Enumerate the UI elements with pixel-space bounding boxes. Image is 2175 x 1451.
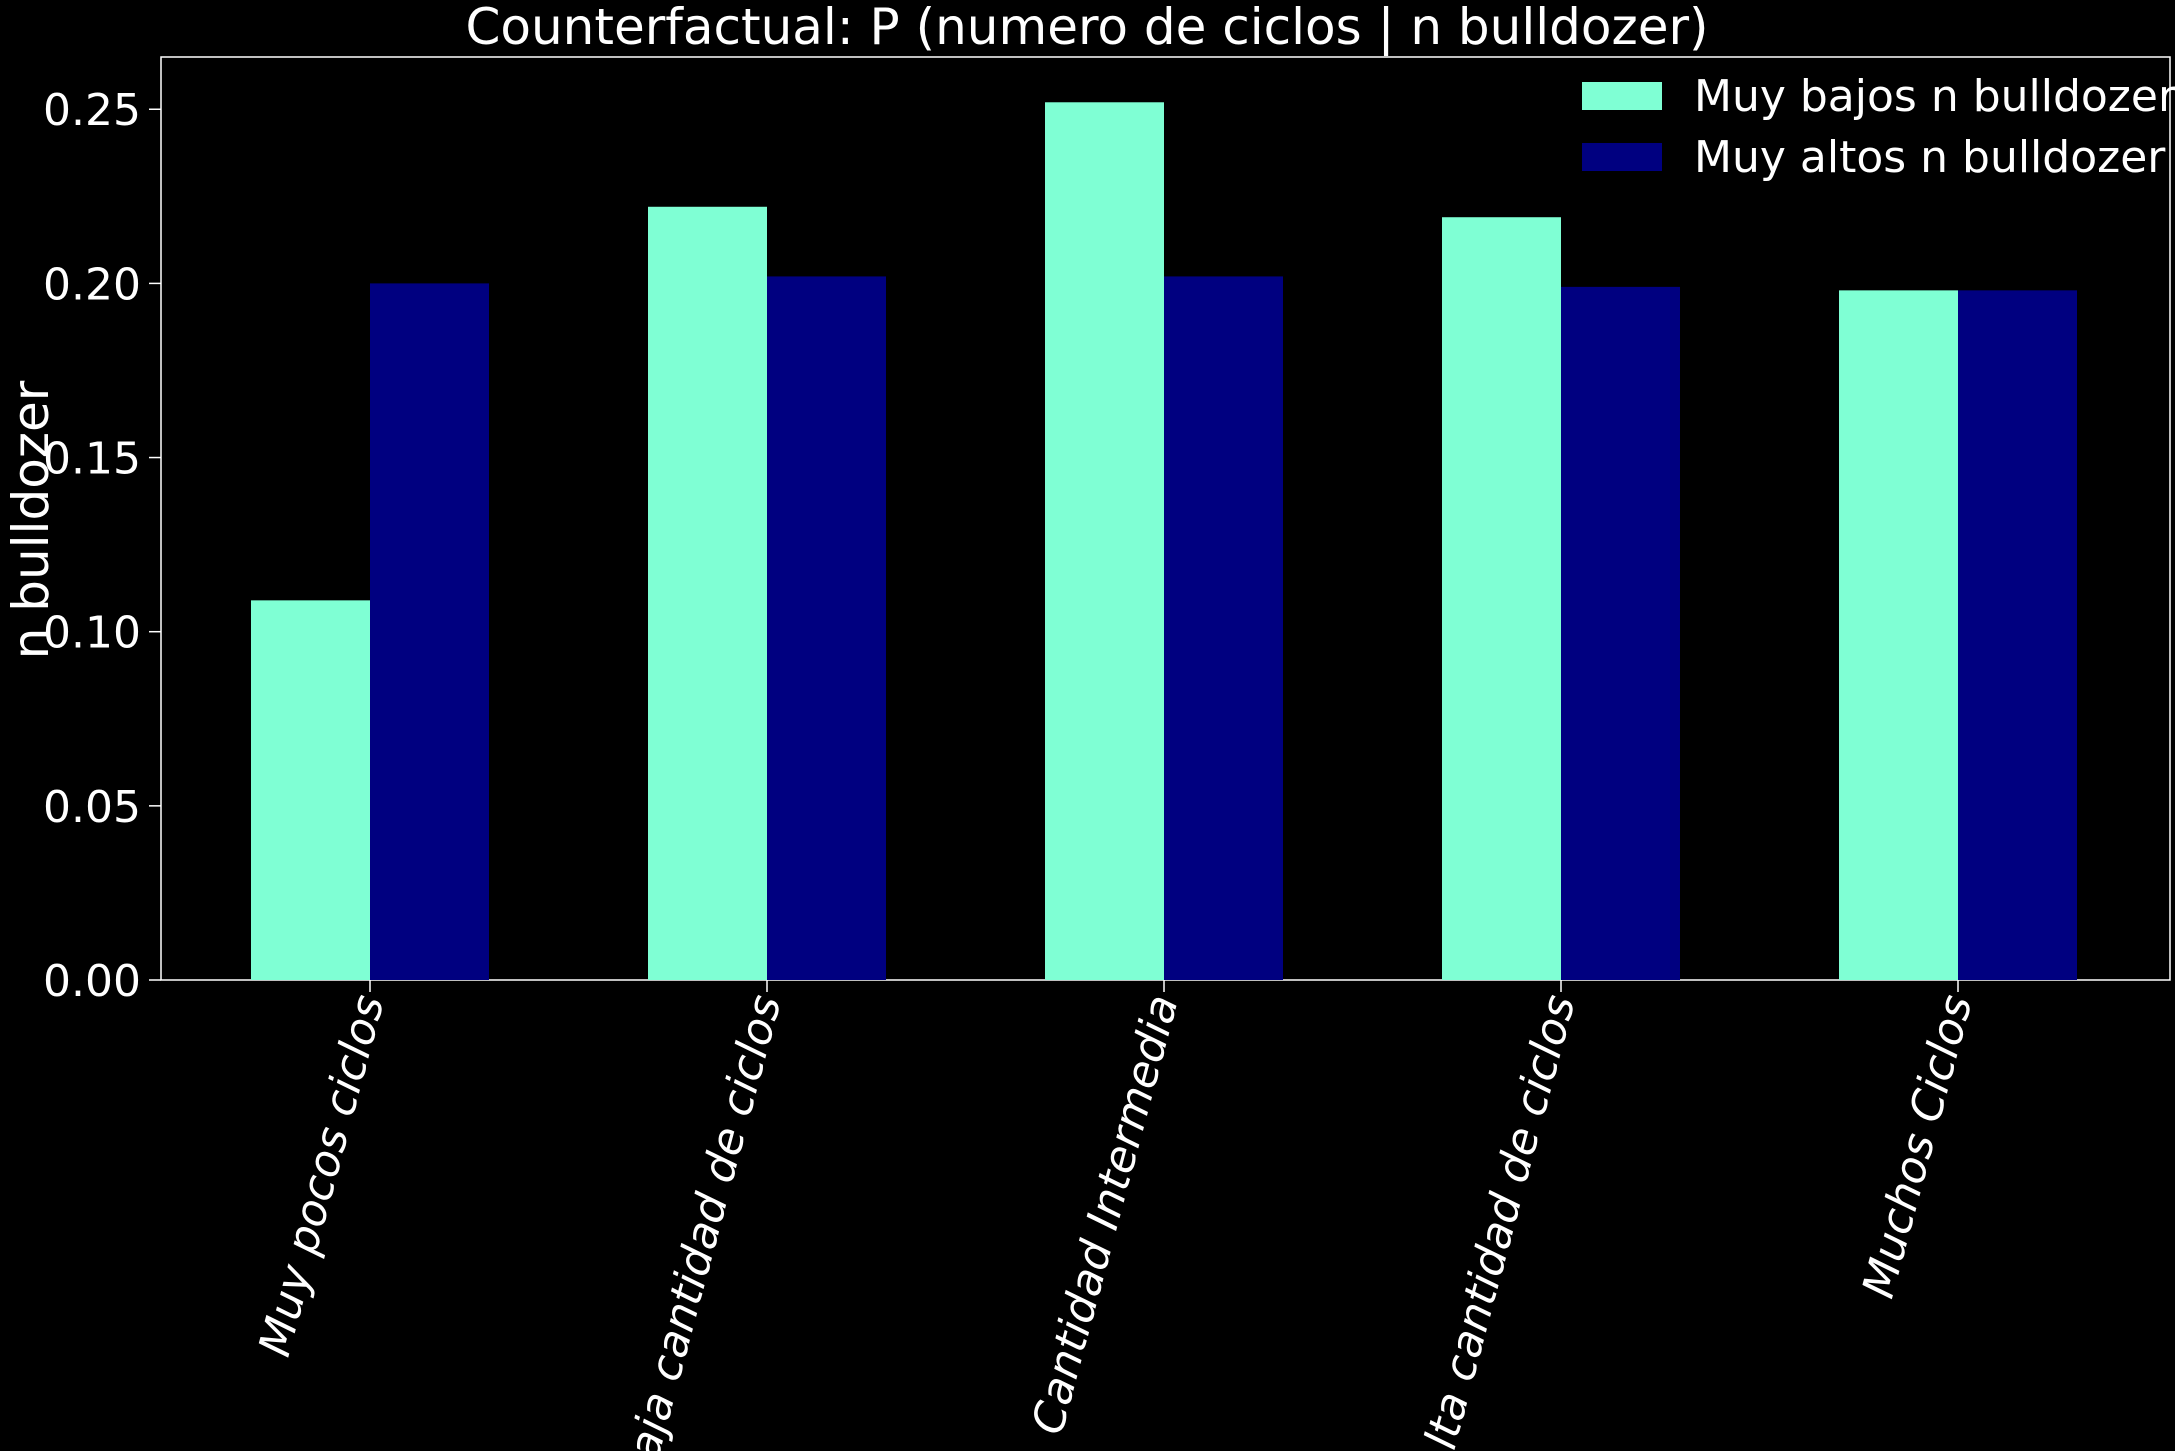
- x-tick-label: Muchos Ciclos: [1853, 990, 1983, 1304]
- y-tick-label: 0.05: [43, 782, 141, 833]
- y-tick-label: 0.25: [43, 85, 141, 136]
- x-tick-label: Muy pocos ciclos: [249, 990, 394, 1362]
- bar-series-1-category-2: [648, 206, 767, 981]
- y-tick-label: 0.15: [43, 434, 141, 485]
- y-axis-label: n bulldozer: [2, 380, 60, 659]
- bar-series-2-category-1: [370, 283, 489, 980]
- x-tick-label: Alta cantidad de ciclos: [1407, 990, 1586, 1451]
- y-tick-label: 0.20: [43, 259, 141, 310]
- legend-swatch: [1582, 82, 1662, 110]
- legend-label: Muy altos n bulldozer: [1694, 132, 2166, 183]
- bar-series-2-category-2: [767, 276, 886, 980]
- bar-series-1-category-5: [1839, 290, 1958, 980]
- bar-series-2-category-3: [1164, 276, 1283, 980]
- legend-swatch: [1582, 143, 1662, 171]
- bar-series-2-category-4: [1561, 286, 1680, 980]
- bar-series-1-category-4: [1442, 217, 1561, 980]
- y-axis-ticks: 0.00 0.05 0.10 0.15 0.20 0.25: [43, 85, 161, 1007]
- x-tick-label: Baja cantidad de ciclos: [611, 990, 792, 1451]
- legend-label: Muy bajos n bulldozer: [1694, 71, 2175, 122]
- x-axis-ticks: Muy pocos ciclos Baja cantidad de ciclos C…: [249, 980, 1983, 1451]
- y-tick-label: 0.00: [43, 956, 141, 1007]
- bar-series-1-category-1: [251, 600, 370, 980]
- y-tick-label: 0.10: [43, 608, 141, 659]
- bar-series-2-category-5: [1958, 290, 2077, 980]
- bars-layer: [251, 102, 2077, 981]
- legend: Muy bajos n bulldozer Muy altos n bulldoz…: [1582, 71, 2175, 183]
- chart-title: Counterfactual: P (numero de ciclos | n …: [465, 0, 1708, 56]
- x-tick-label: Cantidad Intermedia: [1022, 990, 1188, 1440]
- bar-series-1-category-3: [1045, 102, 1164, 981]
